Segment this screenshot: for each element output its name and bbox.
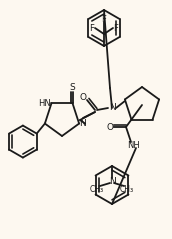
Text: N: N	[109, 103, 115, 113]
Text: F: F	[114, 23, 119, 33]
Text: O: O	[106, 123, 114, 131]
Text: NH: NH	[128, 141, 140, 150]
Text: O: O	[79, 93, 87, 103]
Text: CH₃: CH₃	[90, 185, 104, 195]
Text: N: N	[79, 119, 85, 128]
Text: F: F	[90, 23, 94, 33]
Text: CH₃: CH₃	[120, 185, 134, 195]
Text: HN: HN	[38, 99, 51, 108]
Text: F: F	[101, 15, 106, 23]
Text: N: N	[109, 176, 115, 185]
Text: S: S	[70, 83, 76, 92]
